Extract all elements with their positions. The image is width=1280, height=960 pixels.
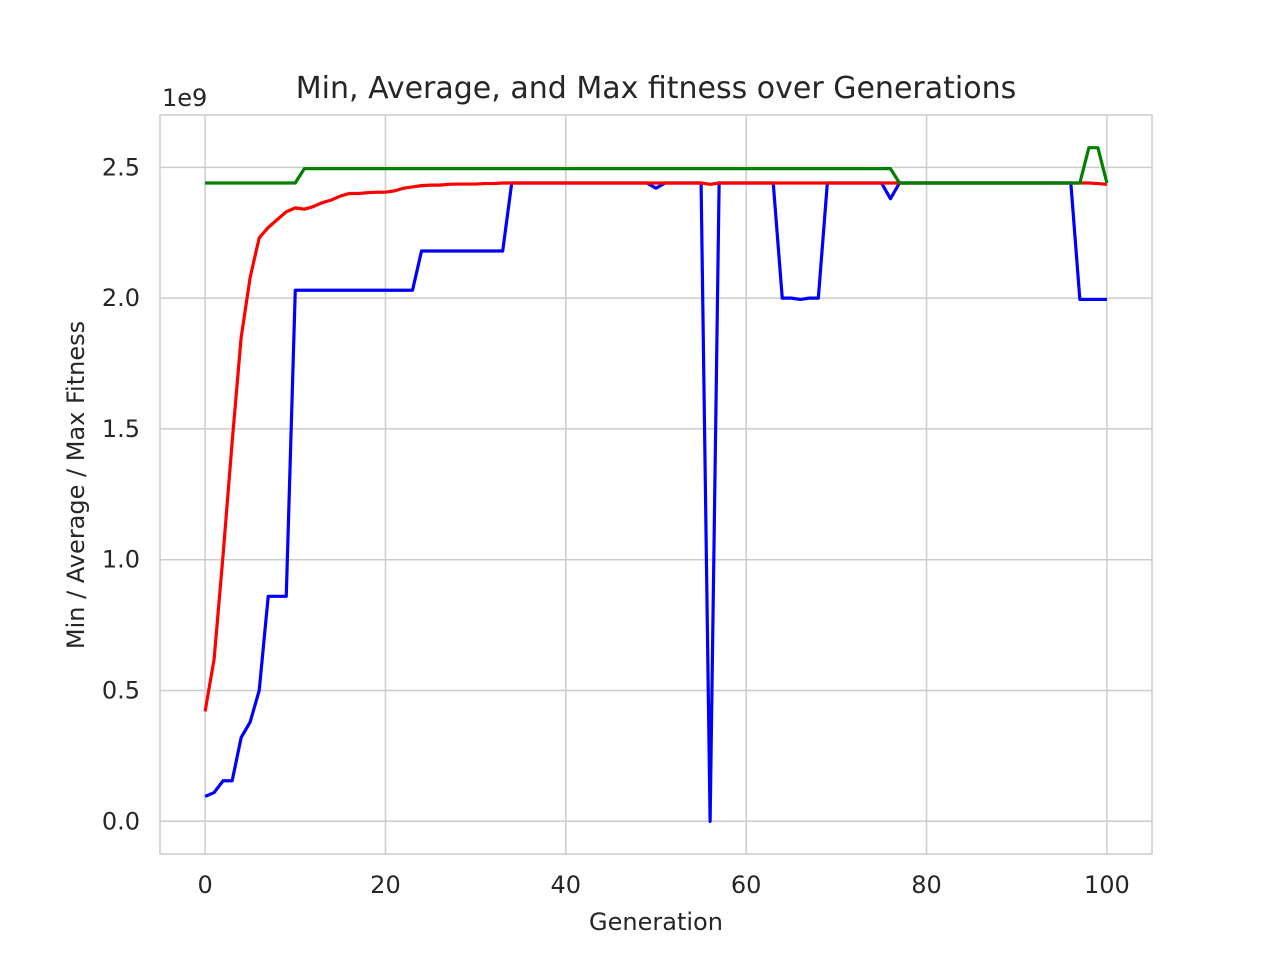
y-tick-labels: 0.0 0.5 1.0 1.5 2.0 2.5 <box>102 153 140 835</box>
grid <box>160 115 1152 854</box>
y-tick-label: 1.0 <box>102 546 140 574</box>
y-tick-label: 1.5 <box>102 415 140 443</box>
x-tick-label: 40 <box>551 871 582 899</box>
x-tick-label: 60 <box>731 871 762 899</box>
y-tick-label: 2.0 <box>102 284 140 312</box>
y-tick-label: 2.5 <box>102 153 140 181</box>
x-axis-label: Generation <box>589 908 723 936</box>
y-axis-label: Min / Average / Max Fitness <box>62 321 90 649</box>
x-tick-label: 0 <box>197 871 212 899</box>
x-tick-label: 20 <box>370 871 401 899</box>
y-offset-label: 1e9 <box>162 84 207 112</box>
x-tick-labels: 0 20 40 60 80 100 <box>197 871 1129 899</box>
plot-area-frame <box>159 114 1153 855</box>
x-tick-label: 80 <box>911 871 942 899</box>
min-fitness-line <box>204 181 1107 823</box>
average-fitness-line <box>203 181 1108 712</box>
max-fitness-line <box>205 146 1109 185</box>
y-tick-label: 0.5 <box>102 677 140 705</box>
y-tick-label: 0.0 <box>102 807 140 835</box>
x-tick-label: 100 <box>1084 871 1130 899</box>
chart-title: Min, Average, and Max fitness over Gener… <box>296 71 1016 106</box>
series-lines <box>203 146 1109 823</box>
